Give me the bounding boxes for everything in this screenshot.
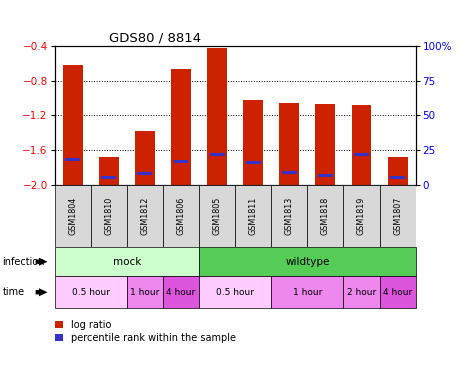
Bar xyxy=(209,153,225,156)
FancyBboxPatch shape xyxy=(343,185,380,247)
FancyBboxPatch shape xyxy=(91,185,127,247)
Bar xyxy=(315,104,335,185)
Text: 0.5 hour: 0.5 hour xyxy=(72,288,110,297)
Text: GSM1806: GSM1806 xyxy=(177,197,185,235)
Text: time: time xyxy=(2,287,25,297)
FancyBboxPatch shape xyxy=(307,185,343,247)
Text: GSM1810: GSM1810 xyxy=(104,197,113,235)
Bar xyxy=(354,153,369,156)
Bar xyxy=(63,65,83,185)
Bar xyxy=(318,173,333,177)
Text: wildtype: wildtype xyxy=(285,257,330,267)
Bar xyxy=(352,105,371,185)
Text: GSM1819: GSM1819 xyxy=(357,197,366,235)
Text: 1 hour: 1 hour xyxy=(130,288,160,297)
FancyBboxPatch shape xyxy=(127,185,163,247)
Bar xyxy=(243,100,263,185)
Text: GSM1804: GSM1804 xyxy=(68,197,77,235)
FancyBboxPatch shape xyxy=(199,185,235,247)
Bar xyxy=(99,157,119,185)
Bar xyxy=(163,276,199,308)
FancyBboxPatch shape xyxy=(380,185,416,247)
FancyBboxPatch shape xyxy=(55,185,91,247)
Text: 4 hour: 4 hour xyxy=(383,288,412,297)
Bar xyxy=(388,157,408,185)
Bar xyxy=(127,276,163,308)
Bar xyxy=(199,247,416,276)
Bar xyxy=(135,131,155,185)
Text: 1 hour: 1 hour xyxy=(293,288,322,297)
Text: GSM1812: GSM1812 xyxy=(141,197,149,235)
FancyBboxPatch shape xyxy=(271,185,307,247)
Bar xyxy=(199,276,271,308)
FancyBboxPatch shape xyxy=(163,185,199,247)
Text: GSM1805: GSM1805 xyxy=(213,197,221,235)
Bar xyxy=(380,276,416,308)
Text: infection: infection xyxy=(2,257,45,267)
Bar xyxy=(171,69,191,185)
Bar xyxy=(173,160,189,163)
Bar xyxy=(65,158,80,161)
Text: GDS80 / 8814: GDS80 / 8814 xyxy=(109,31,201,45)
Text: 4 hour: 4 hour xyxy=(166,288,196,297)
Text: 0.5 hour: 0.5 hour xyxy=(216,288,254,297)
Bar xyxy=(282,171,297,174)
Bar xyxy=(343,276,380,308)
FancyBboxPatch shape xyxy=(235,185,271,247)
Bar xyxy=(279,103,299,185)
Bar xyxy=(55,247,199,276)
Bar xyxy=(55,276,127,308)
Text: GSM1811: GSM1811 xyxy=(249,197,257,235)
Bar xyxy=(137,172,152,175)
Bar xyxy=(207,48,227,185)
Bar xyxy=(390,176,405,179)
Text: GSM1813: GSM1813 xyxy=(285,197,294,235)
Bar xyxy=(101,176,116,179)
Legend: log ratio, percentile rank within the sample: log ratio, percentile rank within the sa… xyxy=(55,320,236,343)
Bar xyxy=(271,276,343,308)
Text: GSM1807: GSM1807 xyxy=(393,197,402,235)
Text: GSM1818: GSM1818 xyxy=(321,197,330,235)
Text: mock: mock xyxy=(113,257,141,267)
Text: 2 hour: 2 hour xyxy=(347,288,376,297)
Bar xyxy=(246,161,261,164)
